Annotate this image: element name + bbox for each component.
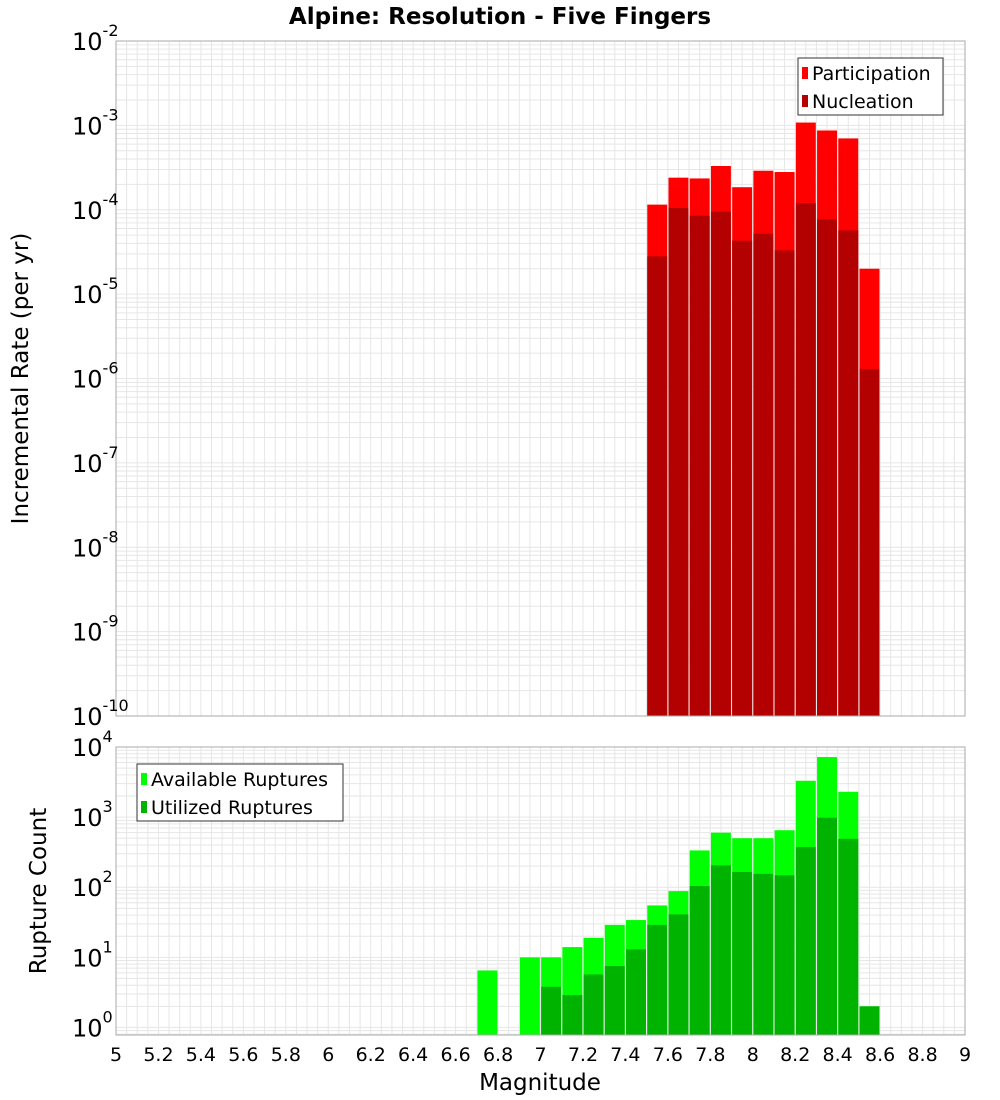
rate-y-tick-label: 10-9	[72, 612, 119, 647]
x-tick-label: 7.2	[568, 1044, 598, 1066]
count-y-tick-label: 102	[72, 867, 113, 902]
x-tick-label: 7.8	[695, 1044, 725, 1066]
count-bar-series2	[626, 949, 646, 1035]
rate-y-tick-label: 10-2	[72, 21, 119, 56]
rate-bar-series2	[668, 207, 689, 716]
count-y-tick-label: 104	[72, 727, 113, 762]
rate-bar-series2	[859, 368, 880, 716]
count-bar-series2	[774, 875, 795, 1035]
count-bar-series1	[519, 957, 540, 1035]
rate-bar-series2	[774, 250, 795, 717]
x-tick-label: 6.2	[356, 1044, 386, 1066]
rate-bar-series2	[689, 215, 710, 717]
x-tick-label: 5	[110, 1044, 122, 1066]
count-bar-series2	[817, 817, 838, 1035]
rate-y-tick-label: 10-3	[72, 105, 119, 140]
x-tick-label: 5.8	[271, 1044, 301, 1066]
count-bar-series2	[562, 995, 583, 1035]
count-legend-swatch	[141, 801, 147, 813]
x-tick-label: 6	[322, 1044, 334, 1066]
chart-title: Alpine: Resolution - Five Fingers	[289, 4, 711, 30]
x-tick-label: 9	[959, 1044, 971, 1066]
rate-plot-frame	[115, 40, 966, 717]
rate-y-tick-label: 10-6	[72, 359, 119, 394]
rate-y-tick-label: 10-4	[72, 190, 119, 225]
count-legend-swatch	[141, 773, 147, 785]
count-bar-series2	[732, 871, 753, 1035]
x-tick-label: 8.2	[780, 1044, 810, 1066]
count-bar-series2	[604, 966, 625, 1035]
count-bar-series2	[710, 865, 731, 1035]
rate-legend-box	[797, 57, 944, 116]
x-tick-label: 5.2	[143, 1044, 173, 1066]
x-tick-label: 5.4	[186, 1044, 216, 1066]
count-bar-series2	[859, 1006, 880, 1035]
count-bar-series2	[795, 846, 816, 1035]
count-legend-box	[136, 763, 344, 822]
count-legend-label: Available Ruptures	[151, 769, 328, 791]
count-bar-series2	[647, 924, 668, 1035]
rate-y-tick-label: 10-7	[72, 443, 119, 478]
count-bar-series2	[689, 886, 710, 1035]
count-y-tick-label: 100	[72, 1007, 113, 1042]
rate-bar-series2	[732, 240, 753, 717]
rate-y-tick-label: 10-8	[72, 527, 119, 562]
x-tick-label: 6.6	[440, 1044, 470, 1066]
x-tick-label: 7.4	[610, 1044, 640, 1066]
x-tick-label: 8.6	[865, 1044, 895, 1066]
rate-legend: Participation Nucleation	[797, 57, 944, 116]
count-y-tick-label: 103	[72, 797, 113, 832]
x-tick-label: 6.8	[483, 1044, 513, 1066]
rate-bar-series2	[838, 230, 859, 716]
x-axis-label: Magnitude	[479, 1070, 601, 1096]
rate-bar-series2	[753, 233, 774, 716]
x-tick-label: 7	[534, 1044, 546, 1066]
x-tick-label: 8.8	[907, 1044, 937, 1066]
count-bar-series2	[668, 914, 689, 1035]
rate-bar-series2	[710, 211, 731, 716]
count-bar-series2	[753, 873, 774, 1035]
count-legend: Available Ruptures Utilized Ruptures	[136, 763, 344, 822]
x-tick-label: 7.6	[653, 1044, 683, 1066]
rate-bar-series2	[795, 203, 816, 716]
count-bar-series2	[838, 838, 859, 1035]
count-bar-series2	[583, 974, 604, 1035]
count-y-axis-label: Rupture Count	[26, 808, 52, 974]
rate-legend-label: Participation	[812, 63, 931, 85]
x-tick-label: 5.6	[228, 1044, 258, 1066]
rate-bar-series2	[817, 219, 838, 717]
x-tick-label: 8.4	[823, 1044, 853, 1066]
rate-legend-swatch	[802, 67, 808, 79]
count-legend-label: Utilized Ruptures	[151, 797, 313, 819]
x-tick-label: 6.4	[398, 1044, 428, 1066]
rate-y-axis-label: Incremental Rate (per yr)	[8, 233, 34, 525]
rate-legend-swatch	[802, 95, 808, 107]
top-panel-rate: 10-10 10-9 10-8 10-7 10-6 10-5 10-4 10-3 10-2 Inc…	[8, 21, 966, 731]
count-y-tick-label: 101	[72, 937, 113, 972]
count-bar-series1	[477, 970, 498, 1035]
x-tick-label: 8	[747, 1044, 759, 1066]
rate-bar-series2	[647, 256, 668, 716]
rate-y-tick-label: 10-10	[72, 696, 129, 731]
count-bar-series2	[541, 986, 562, 1035]
rate-legend-label: Nucleation	[812, 91, 914, 113]
bottom-panel-rupture-count: 100 101 102 103 104 Rupture Count 5 5.2 5.4 5.6 5.…	[26, 727, 971, 1066]
rate-y-tick-label: 10-5	[72, 274, 119, 309]
count-plot-frame	[115, 746, 966, 1036]
